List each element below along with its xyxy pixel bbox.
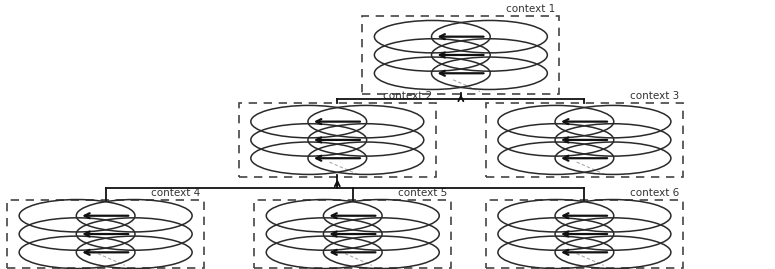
Bar bbox=[486, 200, 683, 268]
Text: context 3: context 3 bbox=[630, 91, 679, 101]
Text: context 1: context 1 bbox=[506, 4, 556, 14]
Bar bbox=[363, 16, 560, 94]
Bar bbox=[239, 103, 436, 176]
Text: context 6: context 6 bbox=[630, 188, 679, 198]
Text: context 4: context 4 bbox=[151, 188, 200, 198]
Text: context 5: context 5 bbox=[398, 188, 447, 198]
Bar bbox=[486, 103, 683, 176]
Bar bbox=[254, 200, 451, 268]
Text: context 2: context 2 bbox=[383, 91, 432, 101]
Bar bbox=[7, 200, 204, 268]
